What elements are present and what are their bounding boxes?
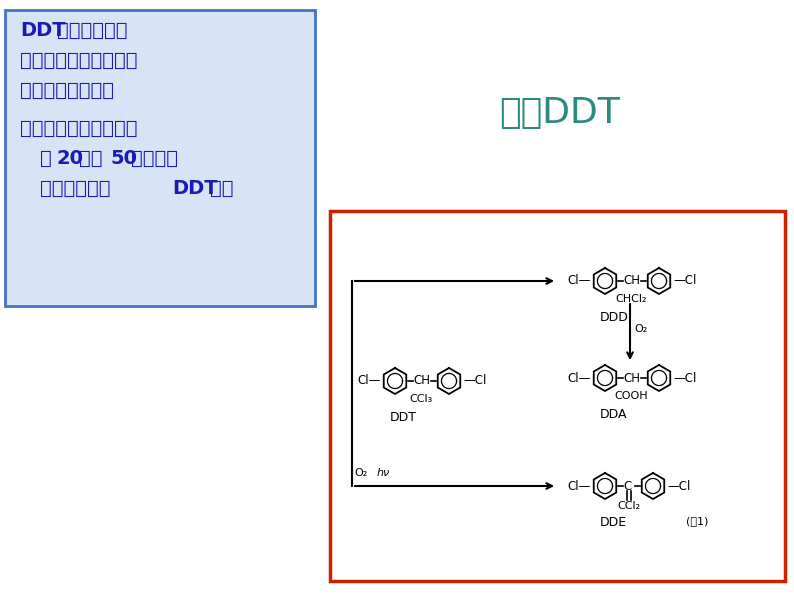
Text: CH: CH [413, 374, 430, 387]
Text: hν: hν [377, 468, 390, 478]
Text: Cl—: Cl— [568, 480, 591, 492]
Text: 吧。: 吧。 [210, 179, 233, 198]
Text: CCl₃: CCl₃ [410, 394, 433, 404]
Text: (式1): (式1) [686, 516, 708, 526]
Text: CCl₂: CCl₂ [618, 501, 641, 511]
Text: 药物DDT: 药物DDT [499, 96, 620, 130]
Text: 50: 50 [110, 149, 137, 168]
Text: C: C [623, 480, 631, 492]
Bar [5, 10, 315, 306]
Text: —Cl: —Cl [673, 371, 696, 384]
Text: 世纪: 世纪 [79, 149, 102, 168]
Text: 我相信大家都听过一种: 我相信大家都听过一种 [20, 119, 137, 138]
Text: DDT: DDT [20, 21, 66, 40]
Text: CH: CH [623, 275, 640, 287]
Text: DDT: DDT [390, 411, 417, 424]
Text: —Cl: —Cl [673, 275, 696, 287]
Text: O₂: O₂ [354, 468, 368, 478]
Text: 流行的杀虫药: 流行的杀虫药 [40, 179, 110, 198]
Text: DDT: DDT [172, 179, 218, 198]
Text: 定的有机杀虫剂。: 定的有机杀虫剂。 [20, 81, 114, 100]
Text: Cl—: Cl— [568, 275, 591, 287]
Text: Cl—: Cl— [568, 371, 591, 384]
Text: —Cl: —Cl [463, 374, 487, 387]
Text: 在: 在 [40, 149, 52, 168]
Text: CHCl₂: CHCl₂ [615, 294, 647, 304]
Text: 20: 20 [56, 149, 83, 168]
Text: 年代非常: 年代非常 [131, 149, 178, 168]
Text: —Cl: —Cl [667, 480, 690, 492]
Text: DDE: DDE [600, 516, 627, 529]
Text: DDA: DDA [600, 408, 627, 421]
Text: COOH: COOH [615, 391, 648, 401]
Text: O₂: O₂ [634, 324, 647, 334]
Text: 解的、化学物质十分稳: 解的、化学物质十分稳 [20, 51, 137, 70]
Bar [330, 211, 785, 581]
Text: DDD: DDD [600, 311, 629, 324]
Text: 是一种不易分: 是一种不易分 [57, 21, 128, 40]
Text: Cl—: Cl— [357, 374, 381, 387]
Text: CH: CH [623, 371, 640, 384]
